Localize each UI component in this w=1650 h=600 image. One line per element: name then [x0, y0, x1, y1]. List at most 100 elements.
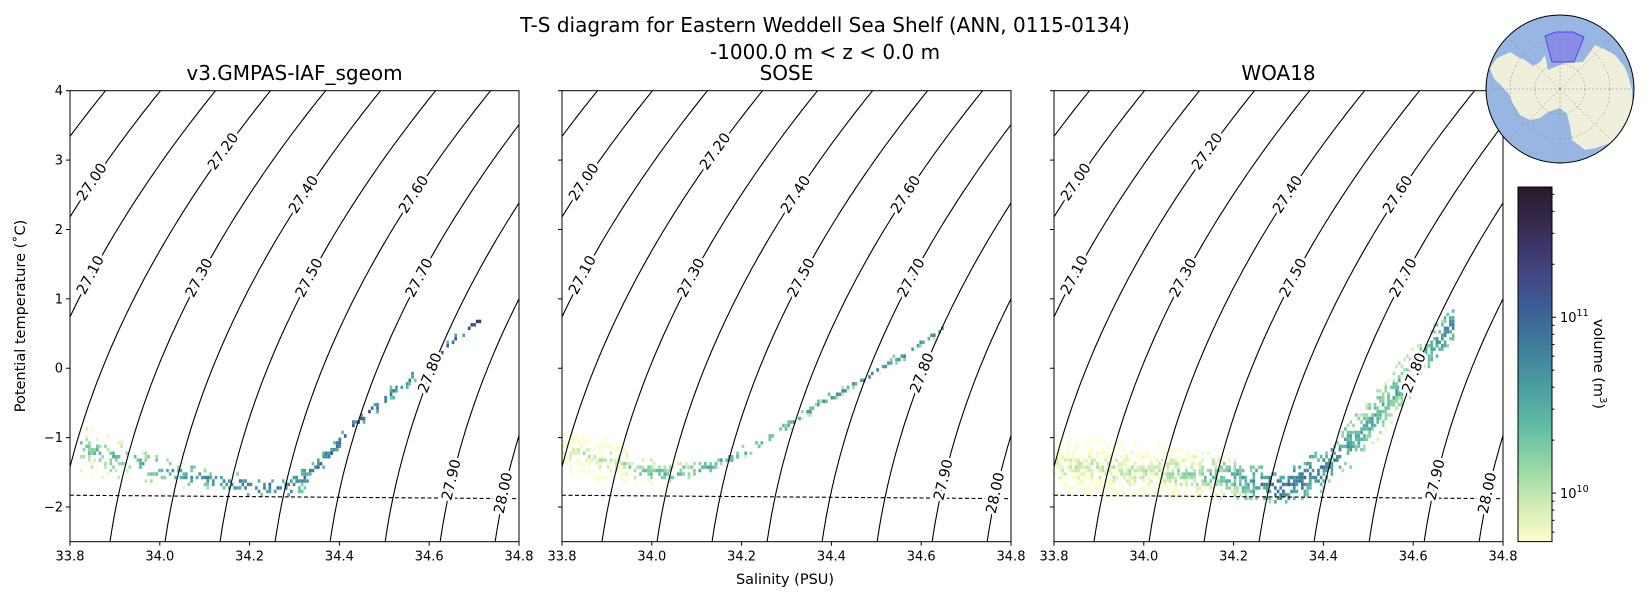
histogram-cell [790, 427, 793, 431]
histogram-cell [817, 402, 820, 407]
histogram-cell [1072, 468, 1075, 473]
histogram-cell [563, 458, 567, 462]
histogram-cell [1419, 357, 1423, 362]
histogram-cell [1058, 461, 1062, 466]
histogram-cell [255, 486, 258, 490]
histogram-cell [1147, 451, 1151, 455]
histogram-cell [225, 482, 229, 487]
histogram-cell [1395, 364, 1398, 369]
histogram-cell [1365, 427, 1369, 431]
histogram-cell [679, 468, 683, 473]
histogram-cell [1096, 437, 1099, 442]
histogram-cell [1346, 448, 1350, 452]
histogram-cell [114, 468, 118, 473]
histogram-cell [1082, 475, 1086, 480]
histogram-cell [1163, 482, 1167, 487]
histogram-cell [303, 486, 307, 490]
histogram-cell [1198, 493, 1202, 497]
histogram-cell [1368, 427, 1371, 431]
histogram-cell [1303, 482, 1307, 487]
histogram-cell [615, 465, 618, 469]
histogram-cell [1179, 455, 1183, 459]
histogram-cell [1131, 468, 1134, 473]
axes-frame [561, 90, 1012, 543]
histogram-cell [563, 444, 567, 449]
histogram-cell [1160, 458, 1164, 462]
histogram-cell [1309, 472, 1312, 476]
isopycnal-label: 27.50 [785, 256, 819, 300]
histogram-cell [1239, 479, 1242, 483]
histogram-cell [190, 465, 193, 469]
isopycnal-label: 27.60 [396, 173, 432, 216]
histogram-cell [1163, 448, 1167, 452]
histogram-cell [1292, 479, 1296, 483]
histogram-cell [1441, 344, 1444, 348]
histogram-cell [1446, 326, 1450, 331]
x-tick-label: 34.6 [415, 550, 444, 565]
histogram-cell [1381, 392, 1385, 396]
histogram-cell [1185, 479, 1188, 483]
histogram-cell [1082, 472, 1086, 476]
histogram-cell [1187, 489, 1191, 494]
histogram-cell [1357, 441, 1361, 445]
histogram-cell [631, 461, 634, 466]
histogram-cell [1451, 326, 1455, 331]
histogram-cell [273, 489, 277, 494]
histogram-cell [1435, 344, 1439, 348]
histogram-cell [1109, 472, 1113, 476]
histogram-cell [1451, 323, 1455, 327]
histogram-cell [596, 479, 599, 483]
histogram-cell [1298, 472, 1301, 476]
histogram-cell [598, 475, 602, 480]
histogram-cell [1371, 413, 1374, 417]
histogram-cell [1104, 441, 1107, 445]
histogram-cell [1085, 486, 1089, 490]
histogram-cell [1338, 465, 1342, 469]
histogram-cell [1330, 472, 1334, 476]
histogram-cell [606, 461, 610, 466]
figure-title: T-S diagram for Eastern Weddell Sea Shel… [519, 13, 1130, 37]
histogram-cell [90, 427, 94, 431]
histogram-cell [1125, 468, 1129, 473]
histogram-cell [1400, 392, 1404, 396]
histogram-cell [1214, 461, 1218, 466]
histogram-cell [784, 427, 788, 431]
histogram-cell [1252, 479, 1256, 483]
histogram-cell [1397, 392, 1401, 396]
histogram-cell [1090, 475, 1094, 480]
histogram-cell [598, 458, 602, 462]
histogram-cell [1263, 496, 1266, 501]
histogram-cell [668, 479, 672, 483]
histogram-cell [1314, 479, 1318, 483]
histogram-cell [1392, 396, 1396, 400]
histogram-cell [1160, 489, 1164, 494]
histogram-cell [1123, 472, 1126, 476]
histogram-cell [1055, 465, 1059, 469]
histogram-cell [1082, 486, 1086, 490]
histogram-cell [1247, 496, 1250, 501]
histogram-cell [1074, 482, 1078, 487]
histogram-cell [1387, 413, 1390, 417]
histogram-cell [598, 451, 602, 455]
histogram-cell [88, 441, 91, 445]
isopycnal-label: 27.80 [908, 351, 938, 395]
histogram-cell [1158, 479, 1161, 483]
histogram-cell [1225, 465, 1229, 469]
histogram-cell [1395, 399, 1398, 403]
histogram-cell [881, 364, 885, 369]
histogram-cell [1451, 316, 1455, 320]
histogram-cell [1384, 382, 1388, 386]
histogram-cell [709, 465, 712, 469]
histogram-cell [1414, 378, 1417, 383]
histogram-cell [1438, 330, 1441, 334]
histogram-cell [268, 486, 272, 490]
histogram-cell [1054, 472, 1056, 476]
histogram-cell [1101, 451, 1105, 455]
histogram-cell [1352, 423, 1355, 428]
histogram-cell [1435, 340, 1439, 344]
histogram-cell [1066, 448, 1070, 452]
histogram-cell [1422, 354, 1425, 358]
histogram-cell [1098, 479, 1102, 483]
isopycnal-label: 28.00 [984, 471, 1008, 515]
histogram-cell [846, 389, 850, 393]
